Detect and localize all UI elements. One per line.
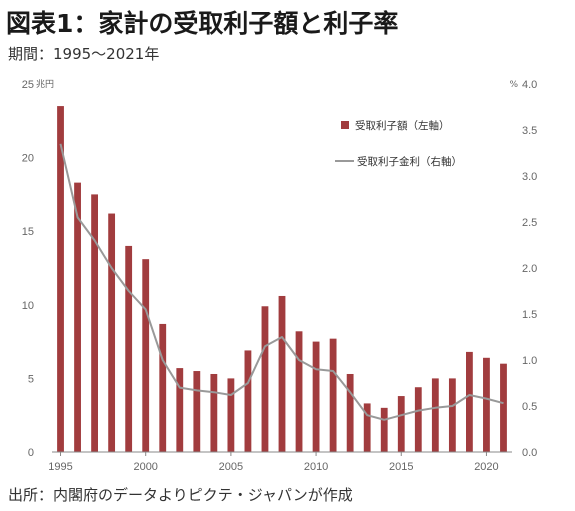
y-axis-right-unit: % [509, 80, 518, 90]
y-right-tick-0.0: 0.0 [522, 447, 537, 459]
legend-line-label: 受取利子金利（右軸） [357, 155, 462, 168]
y-left-tick-10: 10 [22, 300, 34, 312]
bar-2005 [227, 378, 235, 452]
bar-2006 [244, 350, 252, 452]
y-right-tick-3.5: 3.5 [522, 125, 537, 137]
bar-2017 [431, 378, 439, 452]
chart-title: 図表1：家計の受取利子額と利子率 [6, 9, 399, 38]
x-tick-label-2015: 2015 [389, 461, 413, 473]
y-left-tick-20: 20 [22, 153, 34, 165]
y-axis-left-ticks: 0 5 10 15 20 25 [22, 79, 34, 459]
bar-2012 [346, 373, 354, 452]
x-tick-label-2000: 2000 [133, 461, 157, 473]
y-axis-left-unit: 兆円 [36, 79, 54, 90]
bar-series [57, 106, 507, 452]
y-right-tick-0.5: 0.5 [522, 401, 537, 413]
x-tick-label-2020: 2020 [474, 461, 498, 473]
y-left-tick-0: 0 [28, 447, 34, 459]
bar-2021 [500, 363, 507, 452]
y-left-tick-25: 25 [22, 79, 34, 91]
bar-1998 [108, 213, 116, 452]
bar-1996 [74, 182, 81, 452]
bar-2003 [193, 371, 201, 452]
legend: 受取利子額（左軸） 受取利子金利（右軸） [335, 119, 462, 168]
bar-2020 [483, 357, 490, 452]
bar-2007 [261, 306, 269, 452]
y-right-tick-1.5: 1.5 [522, 309, 537, 321]
bar-1995 [57, 106, 64, 452]
bar-2002 [176, 368, 184, 452]
y-right-tick-2.5: 2.5 [522, 217, 537, 229]
rate-line [59, 143, 504, 421]
bar-2015 [397, 396, 405, 452]
bar-1999 [125, 245, 133, 452]
x-axis-ticks: 1995 2000 2005 2010 2015 2020 [48, 452, 499, 473]
y-right-tick-3.0: 3.0 [522, 171, 537, 183]
bar-2014 [380, 407, 388, 452]
legend-bar-label: 受取利子額（左軸） [355, 119, 450, 132]
y-right-tick-1.0: 1.0 [522, 355, 537, 367]
bar-2001 [159, 323, 167, 452]
x-tick-label-1995: 1995 [48, 461, 72, 473]
bar-2019 [466, 351, 473, 452]
bar-2018 [448, 378, 456, 452]
line-series [59, 143, 504, 421]
y-right-tick-2.0: 2.0 [522, 263, 537, 275]
bar-2011 [329, 338, 337, 452]
source-note: 出所：内閣府のデータよりピクテ・ジャパンが作成 [8, 486, 353, 504]
bar-2010 [312, 341, 320, 452]
bar-2016 [414, 387, 422, 452]
bar-2004 [210, 373, 218, 452]
bar-2000 [142, 259, 150, 452]
y-left-tick-15: 15 [22, 226, 34, 238]
bar-2013 [363, 403, 371, 452]
chart-period: 期間：1995～2021年 [8, 45, 160, 63]
x-tick-label-2010: 2010 [304, 461, 328, 473]
bar-1997 [91, 194, 98, 452]
y-right-tick-4.0: 4.0 [522, 79, 537, 91]
legend-bar-swatch [341, 121, 349, 129]
bar-2009 [295, 331, 303, 452]
y-axis-right-ticks: 0.0 0.5 1.0 1.5 2.0 2.5 3.0 3.5 4.0 [522, 79, 537, 459]
y-left-tick-5: 5 [28, 373, 34, 385]
x-tick-label-2005: 2005 [219, 461, 243, 473]
bar-2008 [278, 295, 286, 452]
